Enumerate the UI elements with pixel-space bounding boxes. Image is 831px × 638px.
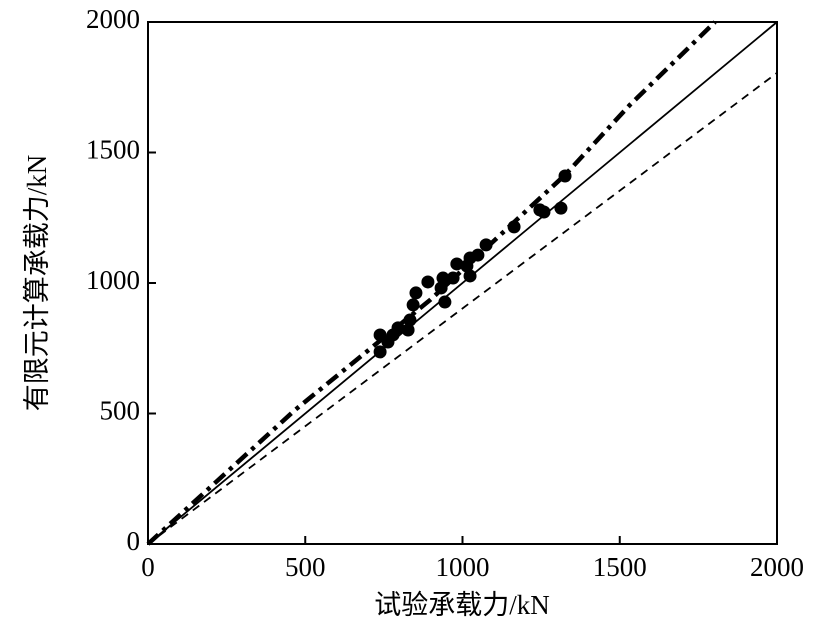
data-point	[406, 298, 420, 312]
y-axis-label: 有限元计算承载力/kN	[22, 155, 52, 412]
x-tick-label: 0	[141, 552, 155, 582]
data-point	[438, 295, 452, 309]
data-point	[554, 201, 568, 215]
y-tick-label: 1000	[86, 265, 140, 295]
x-tick-label: 500	[285, 552, 326, 582]
data-point	[401, 323, 415, 337]
line-dashdot	[146, 20, 717, 546]
y-tick-label: 0	[127, 526, 141, 556]
y-tick-label: 2000	[86, 4, 140, 34]
y-tick-label: 1500	[86, 135, 140, 165]
y-tick-label: 500	[100, 396, 141, 426]
x-tick-label: 1000	[436, 552, 490, 582]
data-point	[421, 275, 435, 289]
data-point	[450, 257, 464, 271]
data-point	[409, 286, 423, 300]
line-dashed	[147, 72, 778, 545]
x-tick-label: 2000	[750, 552, 804, 582]
line-solid	[147, 21, 778, 545]
x-tick-label: 1500	[593, 552, 647, 582]
x-axis-label: 试验承载力/kN	[374, 590, 550, 620]
data-point	[537, 205, 551, 219]
data-point	[436, 271, 450, 285]
